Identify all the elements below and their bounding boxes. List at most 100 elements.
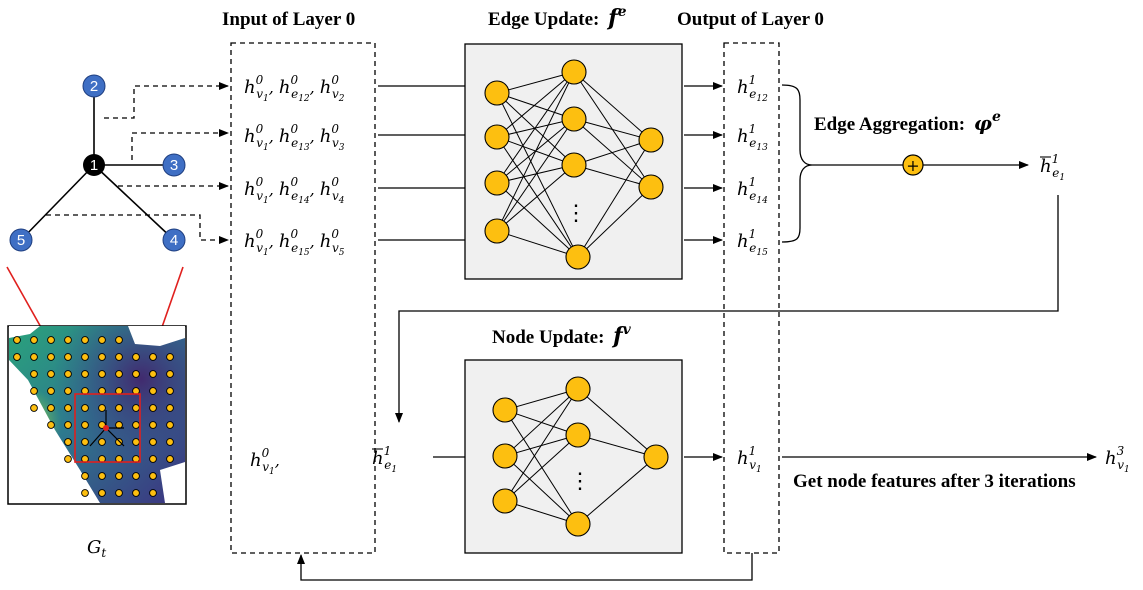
grid-point — [98, 370, 106, 378]
grid-point — [115, 353, 123, 361]
grid-point — [98, 489, 106, 497]
aggregation-feedback-arrow — [395, 195, 1059, 423]
grid-point — [132, 472, 140, 480]
output-edge-term: h1 e12 — [737, 73, 768, 104]
grid-point — [149, 421, 157, 429]
grid-point — [149, 404, 157, 412]
grid-point — [81, 370, 89, 378]
svg-text:+: + — [906, 156, 919, 175]
svg-text:5: 5 — [17, 232, 25, 249]
grid-point — [98, 404, 106, 412]
neighborhood-graph: 2 3 4 5 1 — [9, 74, 186, 252]
grid-point — [30, 353, 38, 361]
neuron — [561, 59, 587, 85]
grid-point — [81, 404, 89, 412]
grid-point — [81, 353, 89, 361]
svg-text:2: 2 — [90, 78, 98, 95]
grid-point — [149, 387, 157, 395]
grid-point — [149, 489, 157, 497]
zoom-center-point — [103, 425, 109, 431]
grid-point — [166, 387, 174, 395]
grid-point — [115, 370, 123, 378]
map-grid-points — [13, 336, 174, 497]
neuron — [484, 80, 510, 106]
grid-point — [115, 489, 123, 497]
grid-point — [149, 472, 157, 480]
grid-point — [64, 455, 72, 463]
final-node-feature: h3 v1 — [1105, 444, 1130, 475]
neuron — [565, 511, 591, 537]
grid-point — [98, 438, 106, 446]
graph-to-input-connectors — [46, 82, 229, 244]
neuron — [484, 124, 510, 150]
grid-point — [64, 387, 72, 395]
svg-text:1: 1 — [90, 157, 98, 174]
grid-point — [149, 438, 157, 446]
grid-point — [166, 370, 174, 378]
grid-point — [149, 370, 157, 378]
grid-point — [132, 421, 140, 429]
neuron — [638, 127, 664, 153]
input-row: h0 v1, h0 e14, h0 v4 — [244, 175, 345, 206]
node-update-input-feature: h1 e1 — [372, 444, 397, 475]
grid-point — [132, 370, 140, 378]
grid-point — [115, 404, 123, 412]
aggregated-edge-feature: h1 e1 — [1040, 152, 1065, 183]
grid-point — [47, 370, 55, 378]
svg-text:4: 4 — [170, 232, 178, 249]
grid-point — [47, 387, 55, 395]
grid-point — [47, 404, 55, 412]
output-edge-features: h1 e12 h1 e13 h1 e14 h1 e15 — [737, 73, 768, 258]
final-note: Get node features after 3 iterations — [793, 471, 1076, 492]
node-update-title: Node Update: fv — [492, 322, 632, 349]
node-update-network: ⋮ — [492, 376, 669, 537]
grid-point — [64, 336, 72, 344]
input-row: h0 v1, h0 e13, h0 v3 — [244, 122, 345, 153]
grid-point — [132, 489, 140, 497]
grid-point — [115, 421, 123, 429]
mask-region-bottom — [160, 462, 185, 503]
map-thumbnail — [7, 325, 187, 505]
grid-point — [13, 336, 21, 344]
neuron — [561, 152, 587, 178]
grid-point — [13, 353, 21, 361]
grid-point — [166, 438, 174, 446]
neuron — [492, 488, 518, 514]
sum-operator-icon: + — [902, 154, 924, 176]
grid-point — [47, 353, 55, 361]
edge-update-network: ⋮ — [484, 59, 664, 270]
graph-node-4: 4 — [162, 228, 186, 252]
grid-point — [81, 421, 89, 429]
grid-point — [166, 455, 174, 463]
graph-label: Gt — [87, 537, 106, 560]
mask-region-top — [128, 326, 185, 346]
grid-point — [132, 438, 140, 446]
mask-region-corner — [9, 326, 40, 338]
final-node-term: h3 v1 — [1105, 444, 1130, 475]
grid-point — [98, 336, 106, 344]
neuron — [565, 376, 591, 402]
grid-point — [98, 472, 106, 480]
edge-update-title: Edge Update: fe — [488, 4, 627, 31]
ellipsis-icon: ⋮ — [569, 469, 591, 494]
neuron — [638, 174, 664, 200]
neuron — [561, 106, 587, 132]
grid-point — [115, 438, 123, 446]
input-row: h0 v1, h0 e15, h0 v5 — [244, 227, 345, 258]
neuron — [492, 443, 518, 469]
aggregated-term: h1 e1 — [1040, 152, 1065, 183]
grid-point — [64, 353, 72, 361]
grid-point — [166, 353, 174, 361]
grid-point — [115, 336, 123, 344]
grid-point — [30, 370, 38, 378]
grid-point — [81, 438, 89, 446]
output-node-term: h1 v1 — [737, 444, 762, 475]
edge-aggregation-title: Edge Aggregation: φe — [814, 109, 1001, 135]
zoom-box — [74, 393, 141, 463]
neuron — [492, 397, 518, 423]
svg-text:3: 3 — [170, 157, 178, 174]
output-edge-term: h1 e13 — [737, 122, 768, 153]
layer-loop-arrow — [297, 553, 753, 581]
neuron — [643, 444, 669, 470]
